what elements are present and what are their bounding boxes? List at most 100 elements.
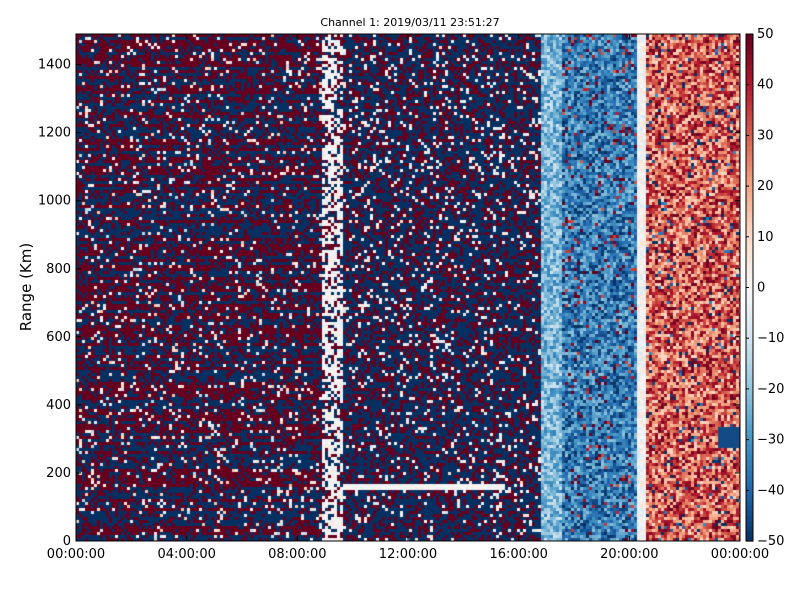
- colorbar-tick-label: 50: [757, 27, 774, 42]
- colorbar-segment: [746, 181, 753, 187]
- colorbar-segment: [746, 530, 753, 537]
- y-tick-label: 1400: [38, 58, 71, 73]
- colorbar-segment: [746, 307, 753, 314]
- colorbar-segment: [746, 510, 753, 517]
- colorbar-segment: [746, 120, 753, 126]
- colorbar-tick-label: −20: [757, 382, 784, 397]
- y-tick-label: 800: [46, 262, 71, 277]
- colorbar-segment: [746, 34, 753, 40]
- colorbar-segment: [746, 475, 753, 481]
- colorbar-tick-label: −50: [757, 534, 784, 549]
- colorbar-segment: [746, 282, 753, 289]
- y-tick-label: 1000: [38, 194, 71, 209]
- colorbar-ticks: 50 40 30 20 10 0 −10 −20 −30 −40 −50: [746, 27, 784, 549]
- colorbar-segment: [746, 39, 753, 45]
- colorbar-segment: [746, 328, 753, 334]
- colorbar-segment: [746, 54, 753, 60]
- x-tick-label: 08:00:00: [268, 547, 326, 562]
- colorbar-segment: [746, 495, 753, 502]
- colorbar-segment: [746, 191, 753, 197]
- colorbar-segment: [746, 470, 753, 476]
- colorbar-segment: [746, 383, 753, 390]
- colorbar-segment: [746, 125, 753, 131]
- colorbar-segment: [746, 515, 753, 522]
- colorbar-segment: [746, 140, 753, 147]
- colorbar-segment: [746, 409, 753, 415]
- colorbar-segment: [746, 292, 753, 299]
- colorbar-segment: [746, 160, 753, 167]
- colorbar-segment: [746, 201, 753, 207]
- colorbar-segment: [746, 399, 753, 405]
- heatmap-image: [76, 34, 740, 541]
- y-tick-label: 200: [46, 466, 71, 481]
- colorbar-segment: [746, 196, 753, 202]
- colorbar-segment: [746, 388, 753, 395]
- colorbar-segment: [746, 211, 753, 218]
- x-tick-label: 00:00:00: [47, 547, 105, 562]
- colorbar: [746, 34, 753, 542]
- colorbar-segment: [746, 221, 753, 228]
- colorbar-tick-label: 10: [757, 230, 774, 245]
- heatmap-plot-area: [76, 34, 740, 541]
- colorbar-segment: [746, 135, 753, 142]
- colorbar-segment: [746, 333, 753, 339]
- colorbar-segment: [746, 241, 753, 248]
- colorbar-segment: [746, 338, 753, 344]
- colorbar-segment: [746, 155, 753, 162]
- x-tick-label: 16:00:00: [489, 547, 547, 562]
- colorbar-segment: [746, 464, 753, 471]
- colorbar-tick-label: 0: [757, 281, 765, 296]
- colorbar-segment: [746, 525, 753, 532]
- y-tick-label: 0: [63, 534, 71, 549]
- colorbar-tick-label: −10: [757, 331, 784, 346]
- colorbar-segment: [746, 439, 753, 446]
- colorbar-segment: [746, 449, 753, 456]
- colorbar-segment: [746, 363, 753, 370]
- colorbar-segment: [746, 79, 753, 86]
- colorbar-segment: [746, 257, 753, 263]
- colorbar-segment: [746, 358, 753, 365]
- colorbar-segment: [746, 297, 753, 304]
- colorbar-segment: [746, 130, 753, 136]
- colorbar-segment: [746, 317, 753, 324]
- x-tick-label: 00:00:00: [711, 547, 769, 562]
- colorbar-segment: [746, 69, 753, 76]
- colorbar-segment: [746, 170, 753, 177]
- colorbar-segment: [746, 353, 753, 360]
- colorbar-segment: [746, 267, 753, 273]
- x-tick-label: 04:00:00: [157, 547, 215, 562]
- colorbar-segment: [746, 89, 753, 96]
- colorbar-segment: [746, 206, 753, 213]
- colorbar-segment: [746, 434, 753, 441]
- y-tick-label: 1200: [38, 126, 71, 141]
- colorbar-segment: [746, 74, 753, 81]
- colorbar-tick-label: 30: [757, 128, 774, 143]
- colorbar-segment: [746, 231, 753, 238]
- colorbar-segment: [746, 150, 753, 157]
- colorbar-segment: [746, 252, 753, 258]
- colorbar-segment: [746, 186, 753, 192]
- colorbar-segment: [746, 236, 753, 243]
- x-axis-ticks: 00:00:00 04:00:00 08:00:00 12:00:00 16:00:00…: [47, 34, 769, 562]
- chart-title: Channel 1: 2019/03/11 23:51:27: [320, 16, 499, 29]
- colorbar-segment: [746, 368, 753, 375]
- colorbar-segment: [746, 216, 753, 223]
- colorbar-segment: [746, 500, 753, 507]
- colorbar-segment: [746, 94, 753, 101]
- y-axis-ticks: 0 200 400 600 800 1000 1200 1400: [38, 58, 740, 549]
- colorbar-segment: [746, 404, 753, 410]
- colorbar-segment: [746, 348, 753, 355]
- colorbar-segment: [746, 84, 753, 91]
- colorbar-segment: [746, 444, 753, 451]
- colorbar-segment: [746, 145, 753, 152]
- colorbar-segment: [746, 277, 753, 284]
- colorbar-segment: [746, 322, 753, 329]
- colorbar-segment: [746, 115, 753, 121]
- colorbar-segment: [746, 287, 753, 294]
- colorbar-tick-label: −30: [757, 433, 784, 448]
- colorbar-segment: [746, 490, 753, 496]
- colorbar-segment: [746, 64, 753, 71]
- colorbar-segment: [746, 110, 753, 116]
- colorbar-segment: [746, 485, 753, 491]
